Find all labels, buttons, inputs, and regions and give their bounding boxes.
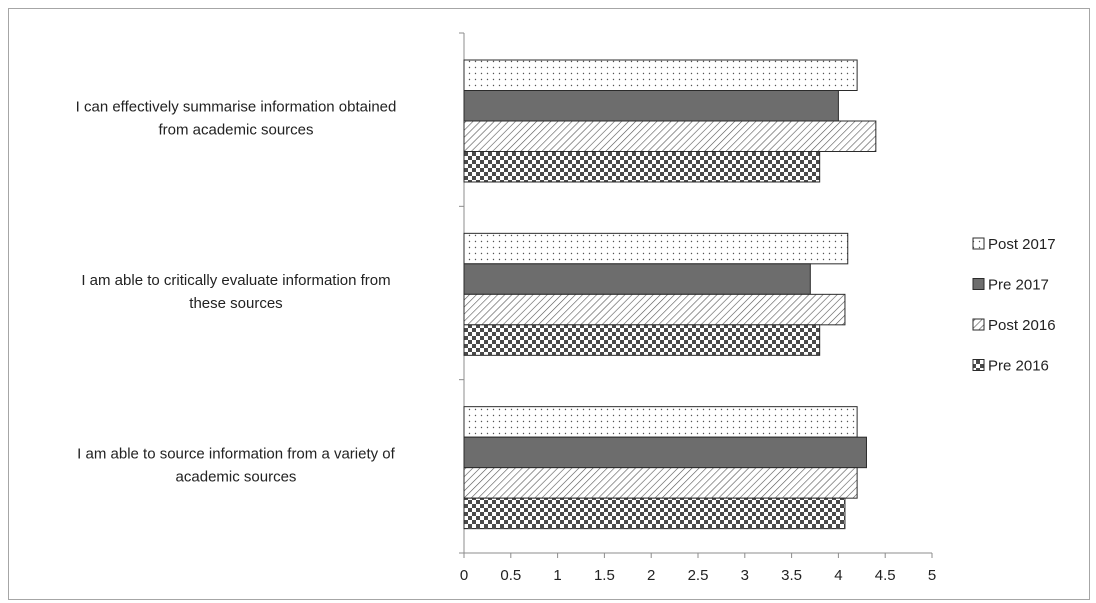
legend-label: Post 2017: [988, 236, 1056, 253]
x-tick-label: 0: [460, 567, 468, 584]
x-tick-label: 1: [553, 567, 561, 584]
category-label: I can effectively summarise information …: [76, 99, 397, 139]
bar-post-2017: [463, 232, 849, 265]
bar-pre-2016: [463, 151, 821, 183]
x-tick-label: 1.5: [594, 567, 615, 584]
x-tick-label: 4.5: [875, 567, 896, 584]
bar-pre-2017: [463, 263, 811, 295]
x-tick-label: 2.5: [688, 567, 709, 584]
legend-label: Post 2016: [988, 317, 1056, 334]
bar-post-2016: [463, 120, 877, 152]
bar-pre-2016: [463, 324, 821, 356]
legend-label: Pre 2016: [988, 358, 1049, 375]
legend-swatch: [972, 318, 985, 331]
label-layer: 0 0.5 1 1.5 2 2.5 3 3.5 4 4.5 5 I can effectively s…: [76, 99, 937, 584]
bar-pre-2016: [463, 497, 846, 530]
legend-swatch: [972, 359, 985, 371]
bar-pre-2017: [463, 90, 839, 122]
category-label: I am able to critically evaluate informa…: [81, 272, 390, 312]
bar-pre-2017: [463, 436, 867, 469]
bar-post-2017: [463, 406, 858, 438]
legend-swatch: [972, 278, 985, 290]
bar-post-2017: [463, 59, 858, 91]
x-tick-label: 3.5: [781, 567, 802, 584]
x-tick-label: 2: [647, 567, 655, 584]
bar-layer: [463, 59, 877, 530]
x-tick-label: 0.5: [500, 567, 521, 584]
legend-label: Pre 2017: [988, 277, 1049, 294]
x-tick-label: 3: [741, 567, 749, 584]
x-tick-label: 4: [834, 567, 842, 584]
legend: Post 2017 Pre 2017 Post 2016 Pre 2016: [972, 236, 1056, 375]
category-label: I am able to source information from a v…: [77, 445, 395, 485]
bar-post-2016: [463, 467, 858, 499]
bar-post-2016: [463, 293, 846, 326]
legend-swatch: [972, 237, 985, 250]
x-tick-label: 5: [928, 567, 936, 584]
